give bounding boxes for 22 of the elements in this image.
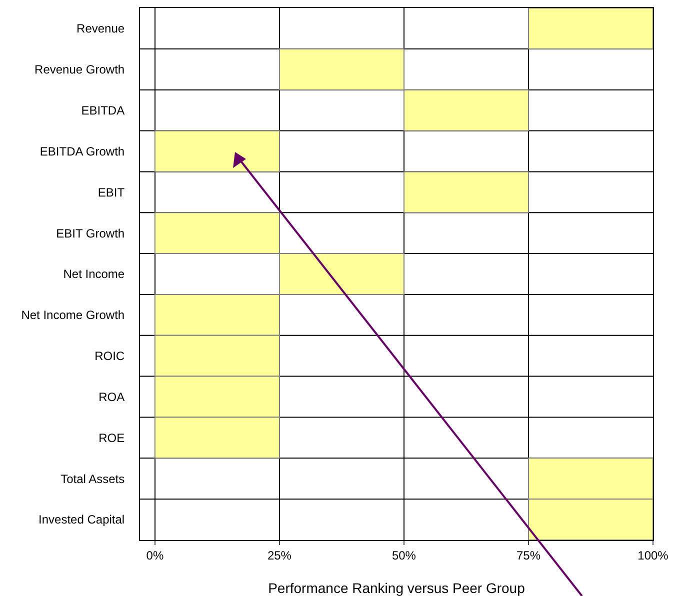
y-tick-label: Revenue Growth — [34, 62, 125, 77]
x-tick-label: 25% — [267, 548, 292, 562]
y-tick-label: Net Income — [63, 267, 125, 282]
y-tick-label: ROE — [98, 430, 125, 445]
y-tick-label: EBITDA Growth — [40, 144, 125, 158]
x-tick-label: 0% — [146, 548, 164, 562]
y-tick-label: EBITDA — [81, 104, 125, 118]
x-tick-label: 75% — [516, 548, 541, 562]
y-tick-label: Net Income Growth — [21, 308, 125, 322]
y-tick-label: ROA — [98, 390, 125, 404]
y-tick-label: Total Assets — [60, 472, 125, 486]
y-tick-label: Revenue — [76, 22, 125, 36]
bar — [403, 171, 529, 214]
y-tick-label: ROIC — [94, 349, 125, 364]
x-tick-label: 100% — [638, 548, 669, 562]
y-tick-label: EBIT — [98, 185, 126, 200]
bar — [528, 8, 653, 50]
x-tick-label: 50% — [392, 548, 416, 562]
y-tick-label: EBIT Growth — [56, 226, 125, 240]
x-axis-title: Performance Ranking versus Peer Group — [268, 580, 526, 596]
y-tick-label: Invested Capital — [38, 512, 125, 527]
bar — [154, 130, 280, 172]
